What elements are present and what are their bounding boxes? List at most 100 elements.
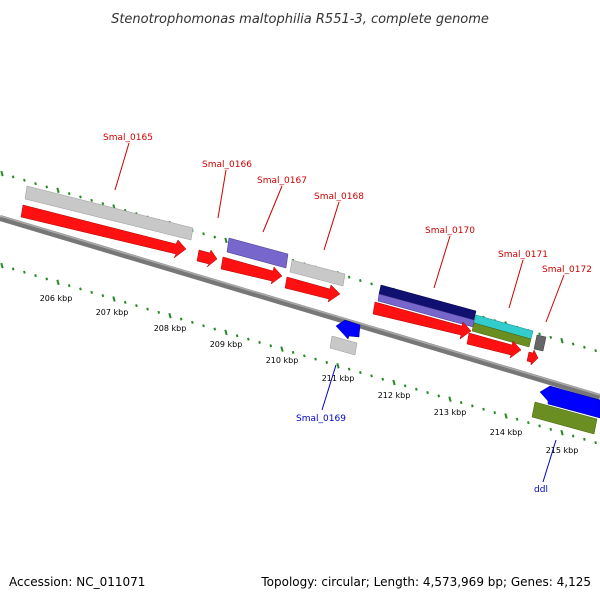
upper-track-tick: [213, 235, 217, 239]
upper-track-tick: [571, 342, 575, 346]
lower-track-tick: [314, 357, 317, 361]
lower-track-tick: [291, 350, 295, 354]
lower-track-tick: [79, 287, 82, 291]
summary-text: Topology: circular; Length: 4,573,969 bp…: [260, 575, 591, 589]
gene-smal-0172-cds[interactable]: [533, 334, 547, 352]
lower-track-tick: [459, 401, 463, 405]
gene-ddl-arrow[interactable]: [539, 385, 600, 419]
upper-track-tick: [90, 198, 93, 202]
upper-track-tick: [583, 345, 586, 349]
gene-smal-0168-cds[interactable]: [289, 259, 346, 287]
gene-smal-0168-arrow[interactable]: [284, 276, 341, 303]
gene-label-smal-0165[interactable]: Smal_0165: [103, 133, 153, 143]
scale-labels: 206 kbp 207 kbp 208 kbp 209 kbp 210 kbp …: [40, 294, 579, 455]
map-title: Stenotrophomonas maltophilia R551-3, com…: [111, 12, 489, 27]
gene-smal-0172-arrow[interactable]: [526, 349, 539, 366]
gene-smal-0169-arrow[interactable]: [335, 319, 361, 340]
lower-track-tick: [157, 310, 161, 314]
lower-track-tick: [336, 363, 340, 369]
lower-track-tick: [538, 424, 541, 428]
lower-track-tick: [0, 262, 4, 269]
gene-smal-0166-arrow[interactable]: [196, 249, 218, 268]
lower-track-tick: [347, 367, 351, 371]
lower-track-tick: [426, 391, 429, 395]
lower-track-tick: [202, 324, 205, 328]
lower-track-tick: [101, 294, 105, 298]
lower-track-tick: [359, 371, 362, 375]
lower-track-tick: [45, 277, 49, 281]
upper-track-tick: [370, 282, 373, 286]
lower-track-tick: [504, 413, 508, 419]
lower-track-tick: [392, 379, 396, 386]
upper-track-tick: [359, 279, 362, 283]
upper-track-tick: [56, 187, 60, 194]
lower-track-tick: [325, 360, 329, 364]
tick-label-212: 212 kbp: [378, 391, 411, 400]
upper-track-tick: [34, 182, 37, 186]
tick-label-208: 208 kbp: [154, 324, 187, 333]
lower-track-tick: [135, 304, 138, 308]
lower-track-tick: [515, 417, 519, 421]
lower-track-tick: [179, 317, 183, 321]
lower-track-tick: [280, 346, 284, 352]
upper-track-tick: [224, 237, 228, 244]
lower-track-tick: [381, 377, 385, 381]
lower-track-tick: [224, 329, 228, 336]
lower-track-tick: [258, 340, 261, 344]
gene-smal-0167-arrow[interactable]: [220, 256, 283, 285]
upper-track-tick: [560, 337, 564, 344]
tick-label-211: 211 kbp: [322, 374, 355, 383]
lower-track-tick: [415, 387, 418, 391]
gene-label-smal-0168[interactable]: Smal_0168: [314, 192, 364, 202]
tick-label-210: 210 kbp: [266, 356, 299, 365]
lower-track-tick: [90, 290, 93, 294]
lower-track-tick: [583, 437, 586, 441]
gene-labels: Smal_0165 Smal_0166 Smal_0167 Smal_0168 …: [103, 133, 592, 495]
upper-track-tick: [23, 178, 26, 182]
gene-label-smal-0169[interactable]: Smal_0169: [296, 414, 346, 424]
gene-label-ddl[interactable]: ddl: [534, 485, 548, 495]
lower-track-tick: [247, 337, 250, 341]
upper-track-tick: [101, 202, 105, 206]
lower-track-tick: [112, 296, 116, 302]
lower-track-tick: [493, 411, 497, 415]
upper-track-tick: [79, 195, 82, 199]
lower-track-tick: [482, 407, 485, 411]
lower-track-tick: [213, 327, 217, 331]
upper-track-tick: [0, 170, 4, 177]
gene-smal-0167-cds[interactable]: [226, 237, 289, 269]
lower-track-tick: [527, 421, 530, 425]
gene-ddl-cds[interactable]: [531, 401, 598, 435]
lower-track-tick: [269, 344, 273, 348]
gene-label-smal-0167[interactable]: Smal_0167: [257, 176, 307, 186]
lower-track-tick: [403, 384, 407, 388]
upper-track-tick: [11, 175, 15, 179]
lower-tick-track: [0, 262, 597, 445]
gene-smal-0171-cds-olive[interactable]: [471, 322, 532, 348]
gene-smal-0165-arrow[interactable]: [20, 204, 187, 259]
upper-track-tick: [594, 349, 597, 353]
gene-label-smal-0171[interactable]: Smal_0171: [498, 250, 548, 260]
upper-track-tick: [202, 232, 205, 236]
gene-smal-0169-cds[interactable]: [329, 335, 358, 356]
upper-track-tick: [67, 192, 71, 196]
tick-label-215: 215 kbp: [546, 446, 579, 455]
gene-smal-0171-arrow[interactable]: [466, 332, 522, 359]
lower-track-tick: [235, 334, 239, 338]
feature-tracks: [20, 185, 600, 435]
gene-smal-0170-arrow[interactable]: [372, 301, 472, 340]
gene-label-smal-0166[interactable]: Smal_0166: [202, 160, 252, 170]
tick-label-207: 207 kbp: [96, 308, 129, 317]
gene-label-smal-0172[interactable]: Smal_0172: [542, 265, 592, 275]
gene-smal-0165-cds[interactable]: [24, 185, 194, 241]
lower-track-tick: [437, 394, 441, 398]
lower-track-tick: [549, 427, 553, 431]
lower-track-tick: [448, 396, 452, 402]
upper-track-tick: [347, 275, 351, 279]
lower-track-tick: [191, 320, 194, 324]
gene-label-smal-0170[interactable]: Smal_0170: [425, 226, 475, 236]
lower-track-tick: [471, 404, 474, 408]
tick-label-209: 209 kbp: [210, 340, 243, 349]
tick-label-214: 214 kbp: [490, 428, 523, 437]
